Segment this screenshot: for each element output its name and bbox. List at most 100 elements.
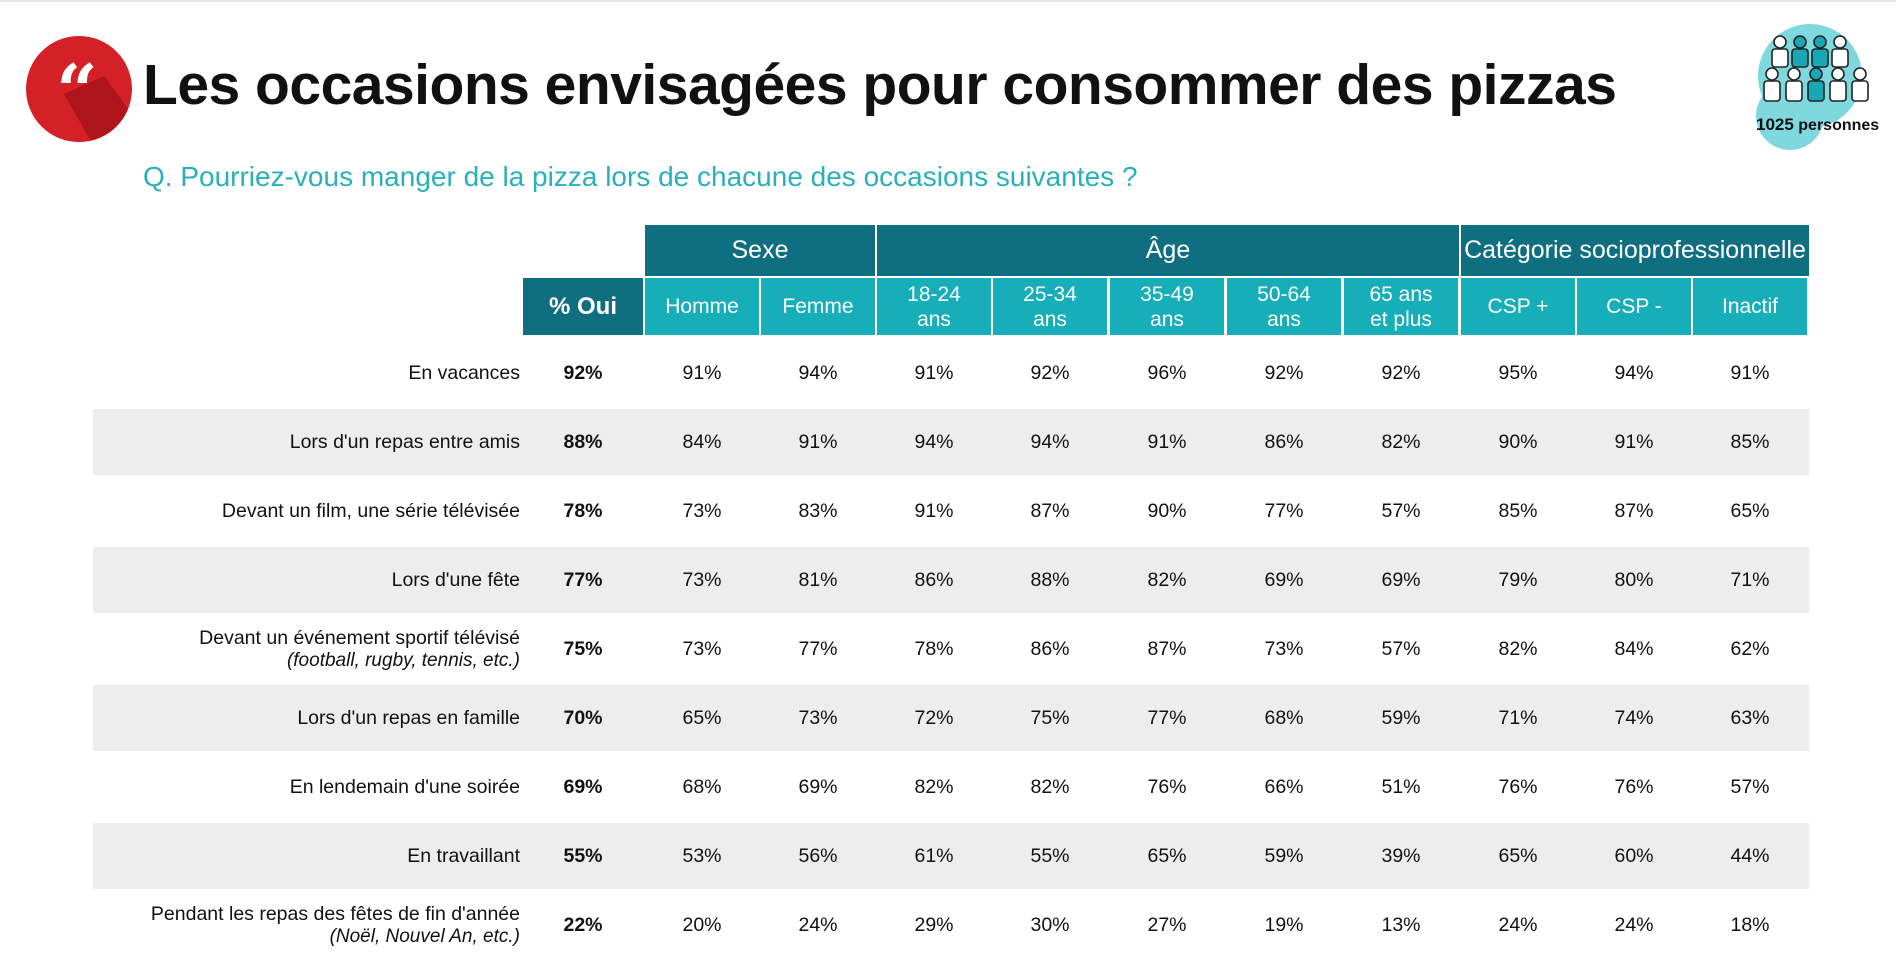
row-label: Devant un film, une série télévisée — [93, 478, 520, 544]
total-cell: 78% — [563, 499, 603, 522]
row-label: Lors d'un repas entre amis — [93, 409, 520, 475]
value-cell: 55% — [1030, 844, 1070, 867]
value-cell: 65% — [1498, 844, 1538, 867]
column-header-text: 50-64 ans — [1257, 282, 1311, 332]
value-cell: 61% — [914, 844, 954, 867]
column-header-text: 65 ans et plus — [1369, 282, 1432, 332]
value-cell: 90% — [1498, 430, 1538, 453]
column-header-line1: 25-34 — [1023, 282, 1077, 306]
row-label-note: (Noël, Nouvel An, etc.) — [329, 925, 520, 947]
value-cell: 92% — [1030, 361, 1070, 384]
column-header-text: Femme — [782, 294, 853, 319]
value-cell: 82% — [1381, 430, 1421, 453]
sample-count: 1025 — [1756, 115, 1794, 134]
total-cell: 88% — [563, 430, 603, 453]
page-title: Les occasions envisagées pour consommer … — [143, 53, 1617, 117]
column-header-line2: ans — [1267, 307, 1301, 331]
value-cell: 92% — [1264, 361, 1304, 384]
value-cell: 73% — [682, 499, 722, 522]
value-cell: 91% — [682, 361, 722, 384]
column-header-text: Inactif — [1722, 294, 1778, 319]
table-row: En vacances 92% 91% 94% 91% 92% 96% 92% 92% 95% 94… — [93, 340, 1809, 406]
row-label-text: Pendant les repas des fêtes de fin d'ann… — [150, 902, 520, 925]
value-cell: 68% — [682, 775, 722, 798]
value-cell: 24% — [1498, 913, 1538, 936]
total-cell: 77% — [563, 568, 603, 591]
table-row: Lors d'une fête 77% 73% 81% 86% 88% 82% 69% 69% 7… — [93, 547, 1809, 613]
table-row: En lendemain d'une soirée 69% 68% 69% 82% 82%… — [93, 754, 1809, 820]
table-row: Devant un événement sportif télévisé (foo… — [93, 616, 1809, 682]
row-label: Pendant les repas des fêtes de fin d'ann… — [93, 892, 520, 958]
value-cell: 27% — [1147, 913, 1187, 936]
group-header-age: Âge — [877, 225, 1459, 276]
value-cell: 77% — [1264, 499, 1304, 522]
column-header-line2: ans — [1150, 307, 1184, 331]
column-header-text: Homme — [665, 294, 739, 319]
value-cell: 66% — [1264, 775, 1304, 798]
value-cell: 95% — [1498, 361, 1538, 384]
row-label-text: Lors d'une fête — [391, 568, 520, 591]
total-cell: 75% — [563, 637, 603, 660]
value-cell: 63% — [1730, 706, 1770, 729]
value-cell: 82% — [914, 775, 954, 798]
row-label: Lors d'un repas en famille — [93, 685, 520, 751]
row-label-text: Lors d'un repas entre amis — [289, 430, 520, 453]
column-header-line1: 18-24 — [907, 282, 961, 306]
column-header-line1: Homme — [665, 295, 739, 318]
row-label: En travaillant — [93, 823, 520, 889]
value-cell: 57% — [1381, 499, 1421, 522]
value-cell: 24% — [1614, 913, 1654, 936]
value-cell: 56% — [798, 844, 838, 867]
total-header: % Oui — [523, 278, 643, 335]
total-cell: 69% — [563, 775, 603, 798]
value-cell: 65% — [1730, 499, 1770, 522]
value-cell: 62% — [1730, 637, 1770, 660]
quote-mark-icon: “ — [24, 34, 134, 144]
column-header: 35-49 ans — [1110, 278, 1224, 335]
value-cell: 30% — [1030, 913, 1070, 936]
value-cell: 82% — [1030, 775, 1070, 798]
value-cell: 86% — [1264, 430, 1304, 453]
row-label-note: (football, rugby, tennis, etc.) — [286, 649, 520, 671]
value-cell: 77% — [1147, 706, 1187, 729]
row-label-text: En vacances — [408, 361, 520, 384]
value-cell: 96% — [1147, 361, 1187, 384]
sample-size: 1025 personnes — [1756, 115, 1879, 135]
value-cell: 90% — [1147, 499, 1187, 522]
row-label: Lors d'une fête — [93, 547, 520, 613]
group-header-csp: Catégorie socioprofessionnelle — [1461, 225, 1809, 276]
value-cell: 85% — [1730, 430, 1770, 453]
value-cell: 84% — [1614, 637, 1654, 660]
value-cell: 91% — [1147, 430, 1187, 453]
value-cell: 82% — [1498, 637, 1538, 660]
column-header-text: 35-49 ans — [1140, 282, 1194, 332]
value-cell: 18% — [1730, 913, 1770, 936]
row-label: En lendemain d'une soirée — [93, 754, 520, 820]
table-row: Pendant les repas des fêtes de fin d'ann… — [93, 892, 1809, 958]
value-cell: 57% — [1730, 775, 1770, 798]
column-header-line1: Inactif — [1721, 295, 1779, 318]
people-group-icon — [1748, 20, 1896, 160]
value-cell: 94% — [798, 361, 838, 384]
column-header-line1: CSP + — [1487, 295, 1549, 318]
column-header: Femme — [761, 278, 875, 335]
value-cell: 44% — [1730, 844, 1770, 867]
value-cell: 73% — [682, 637, 722, 660]
row-label-text: Lors d'un repas en famille — [297, 706, 520, 729]
value-cell: 84% — [682, 430, 722, 453]
column-header-line2: ans — [917, 307, 951, 331]
total-cell: 55% — [563, 844, 603, 867]
column-header-line1: 65 ans — [1369, 282, 1433, 306]
value-cell: 91% — [1614, 430, 1654, 453]
column-header: 25-34 ans — [993, 278, 1107, 335]
value-cell: 94% — [914, 430, 954, 453]
value-cell: 91% — [798, 430, 838, 453]
row-label: Devant un événement sportif télévisé (foo… — [93, 616, 520, 682]
value-cell: 19% — [1264, 913, 1304, 936]
value-cell: 79% — [1498, 568, 1538, 591]
value-cell: 83% — [798, 499, 838, 522]
value-cell: 87% — [1147, 637, 1187, 660]
value-cell: 82% — [1147, 568, 1187, 591]
top-divider — [0, 0, 1896, 2]
sample-unit: personnes — [1798, 117, 1880, 134]
